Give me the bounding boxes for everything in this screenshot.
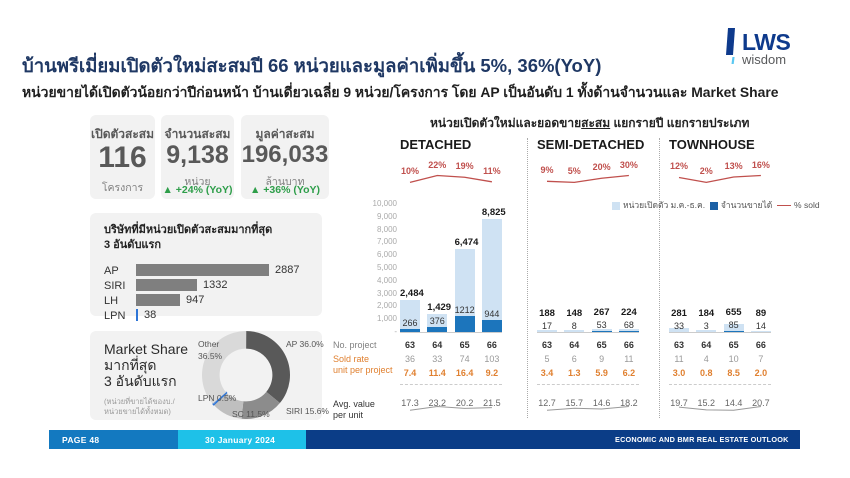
svg-text:wisdom: wisdom (741, 52, 786, 67)
